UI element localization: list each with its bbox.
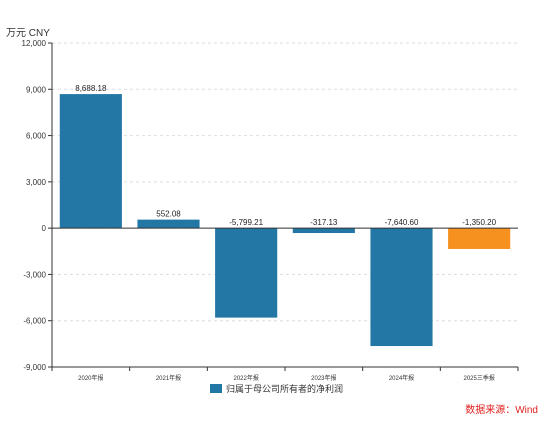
data-labels: 8,688.18 552.08 -5,799.21 -317.13 -7,640.60 -… [75, 84, 496, 227]
bars [59, 94, 511, 347]
y-tick-label: 9,000 [26, 85, 47, 94]
bar-5[interactable] [448, 228, 511, 249]
data-source: 数据来源：Wind [465, 405, 538, 416]
x-tick-label: 2025三季报 [463, 374, 494, 382]
data-label-3: -317.13 [310, 218, 338, 227]
bar-2[interactable] [215, 228, 278, 318]
y-tick-label: 6,000 [26, 132, 47, 141]
y-tick-label: 3,000 [26, 178, 47, 187]
y-tick-label: 12,000 [22, 39, 47, 48]
y-tick-label: -6,000 [23, 317, 46, 326]
y-tick-label: -9,000 [23, 363, 46, 372]
legend-label: 归属于母公司所有者的净利润 [226, 383, 343, 394]
legend-swatch [210, 384, 222, 393]
y-unit-label: 万元 CNY [6, 28, 50, 39]
x-tick-label: 2021年报 [156, 374, 181, 382]
data-label-1: 552.08 [156, 210, 181, 219]
x-tick-label: 2020年报 [78, 374, 103, 382]
x-axis: 2020年报 2021年报 2022年报 2023年报 2024年报 2025三季报 [51, 227, 519, 382]
x-tick-label: 2024年报 [389, 374, 414, 382]
x-tick-label: 2023年报 [311, 374, 336, 382]
bar-0[interactable] [59, 94, 122, 229]
y-tick-label: 0 [42, 224, 47, 233]
x-tick-label: 2022年报 [233, 374, 258, 382]
bar-3[interactable] [292, 228, 355, 234]
bar-4[interactable] [370, 228, 433, 347]
y-tick-label: -3,000 [23, 270, 46, 279]
data-label-2: -5,799.21 [229, 218, 263, 227]
data-label-5: -1,350.20 [462, 218, 496, 227]
bar-1[interactable] [137, 219, 200, 229]
data-label-4: -7,640.60 [385, 218, 419, 227]
data-label-0: 8,688.18 [75, 84, 107, 93]
y-axis: 12,000 9,000 6,000 3,000 0 -3,000 -6,000 -9,000 [22, 39, 53, 372]
legend[interactable]: 归属于母公司所有者的净利润 [210, 383, 343, 394]
